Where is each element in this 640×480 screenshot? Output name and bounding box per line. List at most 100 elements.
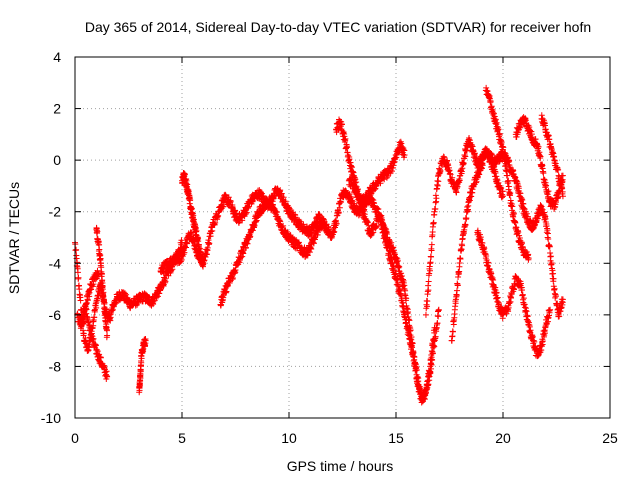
x-axis-label: GPS time / hours <box>287 458 394 474</box>
data-point <box>547 253 554 260</box>
x-tick-label: 25 <box>602 430 618 446</box>
x-tick-label: 0 <box>71 430 79 446</box>
data-point <box>77 297 84 304</box>
data-point <box>96 351 103 358</box>
data-point <box>219 203 226 210</box>
x-tick-labels: 0 5 10 15 20 25 <box>71 430 618 446</box>
data-point <box>154 293 161 300</box>
data-point <box>160 268 167 275</box>
data-point <box>233 210 240 217</box>
data-point <box>97 354 104 361</box>
data-point <box>84 297 91 304</box>
data-point <box>95 270 102 277</box>
y-tick-label: 4 <box>53 49 61 65</box>
data-point <box>122 290 129 297</box>
data-point <box>168 267 175 274</box>
data-point <box>544 230 551 237</box>
chart-title: Day 365 of 2014, Sidereal Day-to-day VTE… <box>85 19 591 35</box>
data-point <box>151 297 158 304</box>
data-point <box>435 178 442 185</box>
y-tick-label: -10 <box>41 410 61 426</box>
data-point <box>86 344 93 351</box>
data-point <box>550 270 557 277</box>
data-point <box>134 300 141 307</box>
y-tick-label: -8 <box>49 358 62 374</box>
data-point <box>76 286 83 293</box>
data-point <box>459 242 466 249</box>
x-tick-label: 20 <box>495 430 511 446</box>
data-point <box>428 241 435 248</box>
data-point <box>422 311 429 318</box>
data-point <box>206 240 213 247</box>
data-point <box>94 228 101 235</box>
data-point <box>138 355 145 362</box>
data-points <box>72 84 566 406</box>
data-point <box>452 303 459 310</box>
y-tick-label: -4 <box>49 255 62 271</box>
data-point <box>453 287 460 294</box>
data-point <box>239 217 246 224</box>
data-point <box>80 330 87 337</box>
data-point <box>169 266 176 273</box>
data-point <box>181 249 188 256</box>
data-point <box>547 306 554 313</box>
data-point <box>90 335 97 342</box>
data-point <box>94 348 101 355</box>
data-point <box>75 274 82 281</box>
data-point <box>427 259 434 266</box>
data-point <box>209 227 216 234</box>
plot-frame <box>74 56 611 419</box>
data-point <box>463 215 470 222</box>
y-tick-label: -6 <box>49 307 62 323</box>
data-point <box>137 368 144 375</box>
data-point <box>83 299 90 306</box>
x-tick-label: 10 <box>281 430 297 446</box>
data-point <box>457 255 464 262</box>
data-point <box>92 342 99 349</box>
data-point <box>540 170 547 177</box>
y-axis-label: SDTVAR / TECUs <box>6 182 22 294</box>
y-tick-label: 0 <box>53 152 61 168</box>
data-point <box>207 233 214 240</box>
data-point <box>73 246 80 253</box>
data-point <box>556 313 563 320</box>
x-tick-label: 5 <box>178 430 186 446</box>
data-point <box>97 354 104 361</box>
data-point <box>87 325 94 332</box>
data-point <box>104 332 111 339</box>
data-point <box>204 244 211 251</box>
data-point <box>188 229 195 236</box>
data-point <box>505 183 512 190</box>
data-point <box>91 314 98 321</box>
data-point <box>432 192 439 199</box>
data-point <box>424 298 431 305</box>
data-point <box>212 219 219 226</box>
data-point <box>425 278 432 285</box>
data-point <box>545 236 552 243</box>
data-point <box>433 195 440 202</box>
data-point <box>85 347 92 354</box>
data-point <box>344 144 351 151</box>
data-point <box>104 373 111 380</box>
data-point <box>150 298 157 305</box>
data-point <box>432 199 439 206</box>
y-tick-label: 2 <box>53 101 61 117</box>
x-tick-label: 15 <box>388 430 404 446</box>
data-point <box>74 269 81 276</box>
data-point <box>430 219 437 226</box>
data-point <box>434 182 441 189</box>
data-point <box>428 253 435 260</box>
data-point <box>435 313 442 320</box>
grid <box>75 57 610 418</box>
data-point <box>424 288 431 295</box>
data-point <box>142 337 149 344</box>
data-point <box>88 286 95 293</box>
data-point <box>453 292 460 299</box>
data-point <box>449 328 456 335</box>
data-point <box>432 205 439 212</box>
data-point <box>458 246 465 253</box>
data-point <box>227 198 234 205</box>
data-point <box>93 304 100 311</box>
axis-ticks <box>74 56 611 419</box>
